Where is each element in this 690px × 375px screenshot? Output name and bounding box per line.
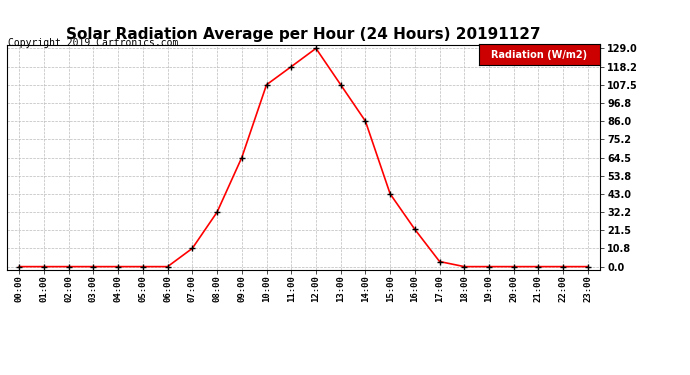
Title: Solar Radiation Average per Hour (24 Hours) 20191127: Solar Radiation Average per Hour (24 Hou… [66,27,541,42]
Text: Copyright 2019 Cartronics.com: Copyright 2019 Cartronics.com [8,38,179,48]
